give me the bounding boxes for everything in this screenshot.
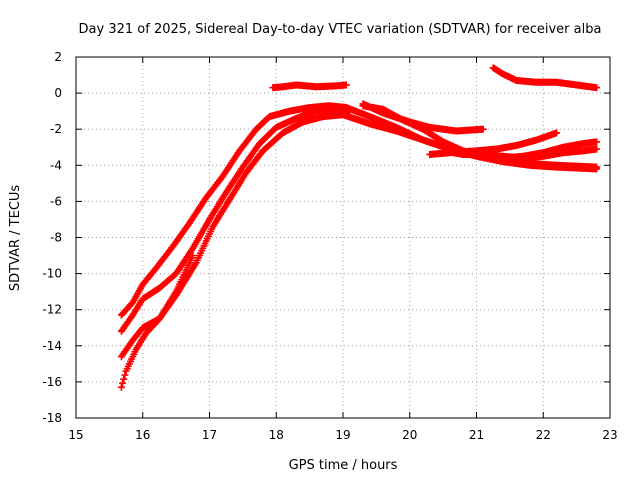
ticks: 15 16 17 18 19 20 21 22 23-18-16-14-12-10-8-6-4-…	[42, 50, 617, 442]
data-point	[342, 81, 350, 89]
y-tick-label: -12	[42, 303, 62, 317]
data-point	[593, 138, 601, 146]
x-tick-label: 17	[202, 428, 217, 442]
data-point	[189, 252, 197, 260]
x-tick-label: 23	[602, 428, 617, 442]
series-track-9	[489, 64, 601, 92]
x-tick-label: 15	[68, 428, 83, 442]
y-tick-label: -6	[50, 194, 62, 208]
data-points	[117, 64, 601, 391]
data-point	[119, 379, 127, 387]
x-tick-label: 22	[536, 428, 551, 442]
series-track-10	[439, 145, 601, 162]
data-point	[479, 125, 487, 133]
y-tick-label: -16	[42, 375, 62, 389]
y-tick-label: 2	[54, 50, 62, 64]
data-point	[593, 165, 601, 173]
series-track-5	[269, 81, 350, 92]
x-tick-label: 20	[402, 428, 417, 442]
y-tick-label: 0	[54, 86, 62, 100]
data-point	[117, 383, 125, 391]
y-tick-label: -18	[42, 411, 62, 425]
series-track-4	[117, 252, 197, 391]
y-axis-label: SDTVAR / TECUs	[8, 185, 23, 292]
y-tick-label: -8	[50, 231, 62, 245]
chart-title: Day 321 of 2025, Sidereal Day-to-day VTE…	[79, 22, 602, 37]
data-point	[553, 129, 561, 137]
data-point	[346, 107, 354, 115]
x-tick-label: 16	[135, 428, 150, 442]
x-tick-label: 18	[269, 428, 284, 442]
y-tick-label: -10	[42, 267, 62, 281]
x-tick-label: 19	[335, 428, 350, 442]
y-tick-label: -2	[50, 122, 62, 136]
data-point	[593, 84, 601, 92]
series-track-7	[359, 100, 487, 135]
data-point	[120, 375, 128, 383]
data-point	[593, 145, 601, 153]
x-axis-label: GPS time / hours	[289, 458, 398, 473]
x-tick-label: 21	[469, 428, 484, 442]
data-point	[121, 371, 129, 379]
y-tick-label: -4	[50, 158, 62, 172]
y-tick-label: -14	[42, 339, 62, 353]
series-track-2	[117, 105, 354, 335]
series-track-1	[117, 102, 601, 319]
